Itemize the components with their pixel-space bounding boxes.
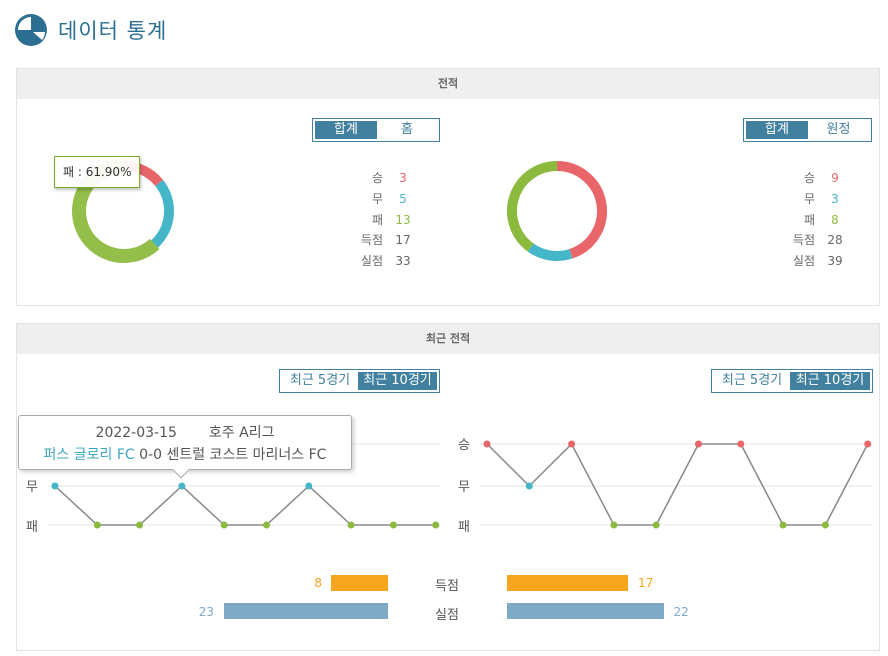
slice-승[interactable] xyxy=(556,161,607,259)
tab-total-left[interactable]: 합계 xyxy=(315,121,377,139)
donut-chart-right xyxy=(507,161,607,261)
page-header: 데이터 통계 xyxy=(14,12,167,48)
goals-bar-right xyxy=(507,575,628,591)
stat-row-loss: 패 13 xyxy=(371,212,411,227)
conceded-label: 실점 xyxy=(435,608,459,623)
tab-recent-10-right[interactable]: 최근 10경기 xyxy=(790,372,870,390)
form-point-8[interactable] xyxy=(779,521,787,529)
form-point-7[interactable] xyxy=(737,440,745,448)
stat-row-goals: 득점 17 xyxy=(360,233,411,248)
form-point-8[interactable] xyxy=(347,521,355,529)
slice-무[interactable] xyxy=(151,179,174,248)
goals-bar-left xyxy=(331,575,388,591)
form-point-1[interactable] xyxy=(51,482,59,490)
tab-recent-5-left[interactable]: 최근 5경기 xyxy=(289,373,351,388)
form-point-3[interactable] xyxy=(136,521,144,529)
form-point-6[interactable] xyxy=(263,521,270,529)
stat-row-conceded: 실점 39 xyxy=(792,254,843,269)
form-chart-right xyxy=(480,440,872,529)
goals-left-value: 8 xyxy=(314,576,322,590)
match-score: 0-0 xyxy=(139,447,163,463)
y-label-loss-right: 패 xyxy=(458,520,470,535)
tab-home[interactable]: 홈 xyxy=(401,122,413,137)
goals-label: 득점 xyxy=(435,579,459,594)
form-point-1[interactable] xyxy=(483,440,491,448)
form-point-9[interactable] xyxy=(821,521,829,529)
form-point-3[interactable] xyxy=(568,440,576,448)
form-line xyxy=(54,484,436,526)
form-point-2[interactable] xyxy=(93,521,101,529)
donut-tooltip: 패 : 61.90% xyxy=(54,156,141,188)
form-point-2[interactable] xyxy=(525,482,533,490)
recent-panel-title: 최근 전적 xyxy=(17,324,879,354)
form-line xyxy=(486,442,869,526)
stat-row-goals: 득점 28 xyxy=(792,233,843,248)
tab-recent-10-left[interactable]: 최근 10경기 xyxy=(358,372,437,390)
match-date: 2022-03-15 xyxy=(95,425,177,441)
conceded-left-value: 23 xyxy=(198,605,214,619)
tab-recent-5-right[interactable]: 최근 5경기 xyxy=(721,373,783,388)
page-title: 데이터 통계 xyxy=(58,19,168,43)
tab-away[interactable]: 원정 xyxy=(826,122,851,137)
form-point-5[interactable] xyxy=(220,521,228,529)
y-label-draw-left: 무 xyxy=(26,480,38,495)
form-point-10[interactable] xyxy=(864,440,872,448)
recent-left-toggle: 최근 5경기 최근 10경기 xyxy=(279,369,440,393)
match-league: 호주 A리그 xyxy=(208,425,275,441)
stat-row-conceded: 실점 33 xyxy=(360,254,411,269)
conceded-right-value: 22 xyxy=(673,605,689,619)
match-home-team: 퍼스 글로리 FC xyxy=(43,447,135,463)
y-label-loss-left: 패 xyxy=(26,520,38,535)
match-tooltip-meta: 2022-03-15 호주 A리그 xyxy=(19,422,351,442)
form-point-9[interactable] xyxy=(389,521,397,529)
recent-right-toggle: 최근 5경기 최근 10경기 xyxy=(711,369,873,393)
match-tooltip-teams: 퍼스 글로리 FC 0-0 센트럴 코스트 마리너스 FC xyxy=(19,444,351,464)
tab-total-right[interactable]: 합계 xyxy=(746,121,808,139)
conceded-bar-left xyxy=(224,603,388,619)
slice-무[interactable] xyxy=(527,243,573,261)
record-panel-title: 전적 xyxy=(17,69,879,99)
y-label-win-right: 승 xyxy=(458,438,470,453)
match-away-team: 센트럴 코스트 마리너스 FC xyxy=(166,447,327,463)
record-right-toggle: 합계 원정 xyxy=(743,118,872,142)
conceded-bar-right xyxy=(507,603,664,619)
form-point-4[interactable] xyxy=(610,521,618,529)
pie-chart-icon xyxy=(15,14,47,46)
slice-패[interactable] xyxy=(507,161,558,252)
form-point-7[interactable] xyxy=(305,482,313,490)
match-tooltip: 2022-03-15 호주 A리그 퍼스 글로리 FC 0-0 센트럴 코스트 마… xyxy=(18,415,352,479)
goals-right-value: 17 xyxy=(637,576,654,590)
form-point-6[interactable] xyxy=(695,440,702,448)
form-point-4[interactable] xyxy=(178,482,186,490)
record-left-toggle: 합계 홈 xyxy=(312,118,440,142)
form-point-10[interactable] xyxy=(432,521,440,529)
form-point-5[interactable] xyxy=(652,521,660,529)
y-label-draw-right: 무 xyxy=(458,480,470,495)
